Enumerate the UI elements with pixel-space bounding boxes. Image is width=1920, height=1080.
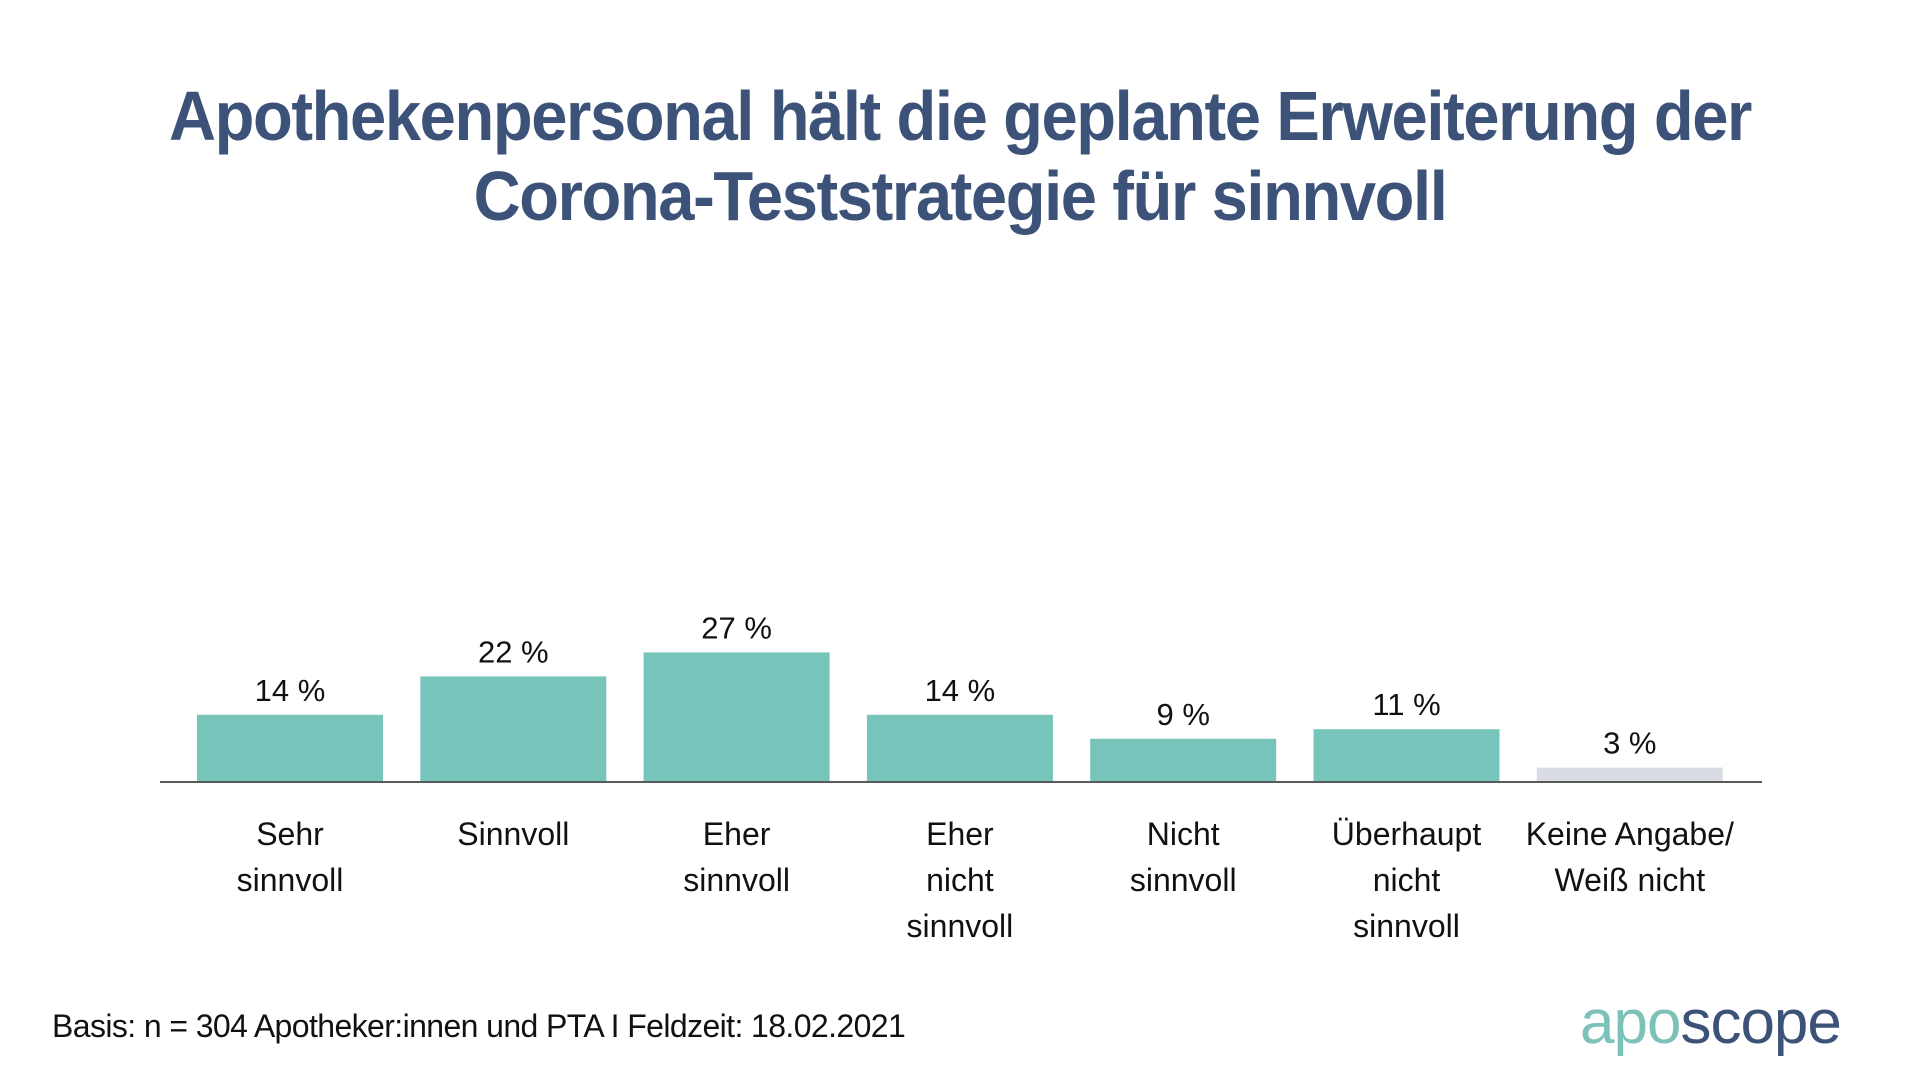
category-label-6: Keine Angabe/Weiß nicht — [1526, 816, 1734, 898]
value-label-5: 11 % — [1372, 687, 1440, 722]
logo-part-scope: scope — [1680, 988, 1841, 1057]
category-label-line: Weiß nicht — [1555, 862, 1706, 898]
chart-title: Apothekenpersonal hält die geplante Erwe… — [67, 76, 1853, 236]
category-label-line: sinnvoll — [1130, 862, 1237, 898]
category-label-2: Eher sinnvoll — [683, 816, 790, 898]
category-label-line: sinnvoll — [683, 862, 790, 898]
category-label-line: sinnvoll — [237, 862, 344, 898]
bar-5 — [1313, 729, 1500, 782]
category-label-line: sinnvoll — [1353, 908, 1460, 944]
category-label-5: Überhaupt nicht sinnvoll — [1332, 816, 1482, 944]
bar-3 — [866, 714, 1053, 782]
value-label-4: 9 % — [1156, 697, 1209, 732]
chart-title-line-2: Corona-Teststrategie für sinnvoll — [473, 157, 1448, 235]
category-label-line: nicht — [926, 862, 994, 898]
bar-6 — [1536, 767, 1723, 782]
category-label-3: Eher nicht sinnvoll — [907, 816, 1014, 944]
category-label-line: Nicht — [1147, 816, 1220, 852]
bar-0 — [197, 714, 383, 782]
value-label-1: 22 % — [478, 634, 549, 669]
value-label-6: 3 % — [1603, 726, 1656, 761]
bar-2 — [643, 652, 830, 782]
category-label-4: Nicht sinnvoll — [1130, 816, 1237, 898]
category-label-line: Keine Angabe/ — [1526, 816, 1734, 852]
logo-part-apo: apo — [1580, 988, 1681, 1057]
bar-4 — [1090, 738, 1277, 782]
category-label-0: Sehr sinnvoll — [237, 816, 344, 898]
category-label-1: Sinnvoll — [457, 816, 569, 852]
category-label-line: Sinnvoll — [457, 816, 569, 852]
footer-note: Basis: n = 304 Apotheker:innen und PTA I… — [52, 1008, 906, 1044]
bar-1 — [420, 676, 607, 782]
category-label-line: Eher — [926, 816, 994, 852]
category-label-line: Sehr — [256, 816, 324, 852]
aposcope-logo: aposcope — [1580, 992, 1842, 1054]
category-label-line: Überhaupt — [1332, 816, 1482, 852]
category-label-line: sinnvoll — [907, 908, 1014, 944]
value-labels-group: 14 % 22 % 27 % 14 % 9 % 11 % 3 % — [255, 610, 1657, 760]
chart-title-line-1: Apothekenpersonal hält die geplante Erwe… — [169, 77, 1752, 155]
category-labels-group: Sehr sinnvoll Sinnvoll Eher sinnvoll Eher nich… — [237, 816, 1734, 944]
bars-group — [197, 652, 1723, 782]
value-label-2: 27 % — [701, 610, 772, 645]
value-label-3: 14 % — [925, 673, 996, 708]
bar-chart: 14 %22 %27 %14 %9 % 11 %3 % Sehr sinnvollS… — [160, 610, 1762, 944]
category-label-line: nicht — [1373, 862, 1441, 898]
value-label-0: 14 % — [255, 673, 326, 708]
category-label-line: Eher — [703, 816, 771, 852]
